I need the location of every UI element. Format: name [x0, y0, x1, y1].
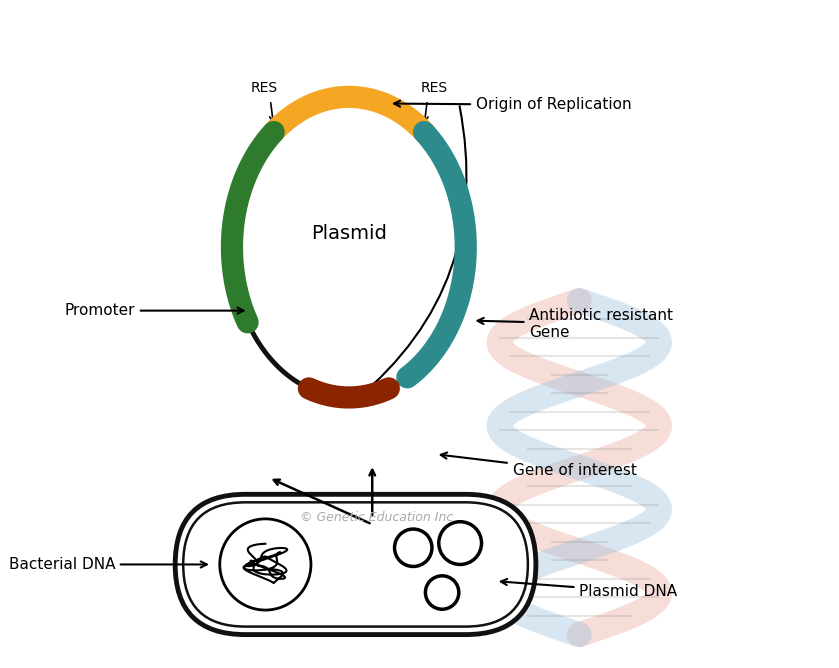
Circle shape — [394, 529, 432, 566]
Text: Promoter: Promoter — [65, 303, 243, 318]
FancyBboxPatch shape — [175, 494, 536, 635]
Text: Origin of Replication: Origin of Replication — [394, 98, 632, 112]
Text: Plasmid: Plasmid — [311, 224, 387, 243]
Text: Antibiotic resistant
Gene: Antibiotic resistant Gene — [477, 308, 673, 340]
Circle shape — [425, 576, 459, 609]
Text: Gene of interest: Gene of interest — [440, 452, 637, 478]
Text: © Genetic Education Inc.: © Genetic Education Inc. — [300, 511, 457, 524]
Text: RES: RES — [250, 81, 277, 96]
Text: Plasmid DNA: Plasmid DNA — [501, 579, 677, 599]
Circle shape — [439, 522, 482, 564]
Text: RES: RES — [420, 81, 447, 96]
Text: Bacterial DNA: Bacterial DNA — [8, 557, 206, 572]
FancyBboxPatch shape — [183, 502, 528, 627]
Circle shape — [220, 519, 311, 610]
